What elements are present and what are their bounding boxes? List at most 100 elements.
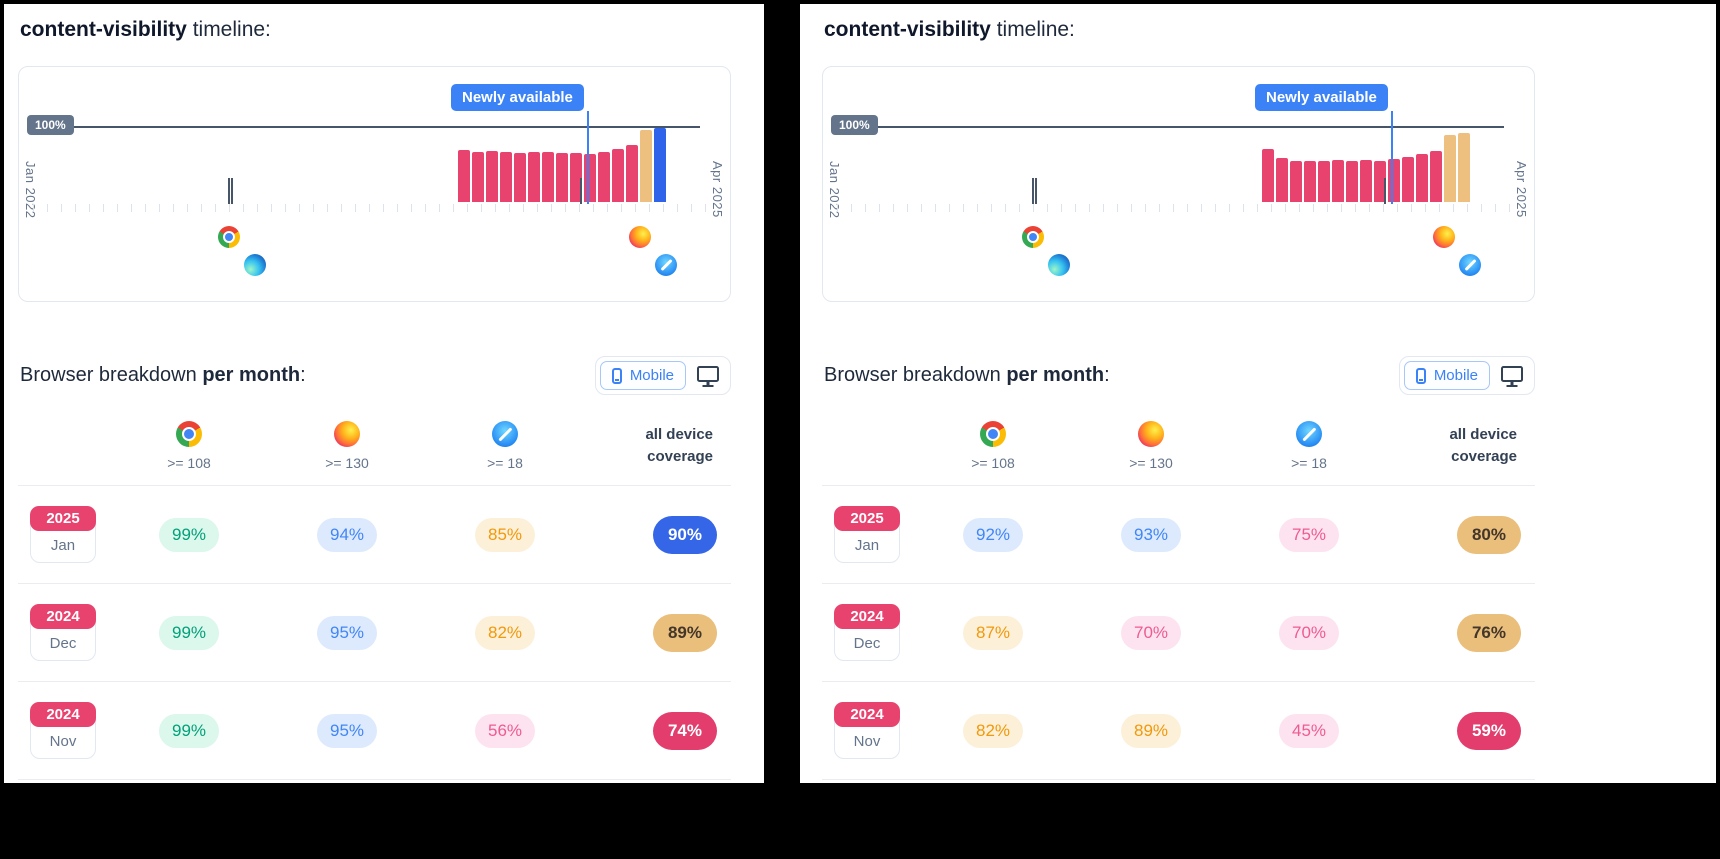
- breakdown-title-suffix: :: [300, 364, 306, 386]
- coverage-cell: 59%: [1388, 711, 1535, 750]
- support-pill: 95%: [316, 713, 378, 748]
- desktop-toggle-button[interactable]: [690, 364, 726, 388]
- breakdown-title-bold: per month: [1006, 364, 1105, 386]
- desktop-toggle-button[interactable]: [1494, 364, 1530, 388]
- support-pill: 70%: [1278, 615, 1340, 650]
- support-pill: 82%: [962, 713, 1024, 748]
- timeline-bar: [1416, 154, 1428, 202]
- newly-available-badge: Newly available: [451, 84, 584, 111]
- timeline-title-rest: timeline:: [186, 18, 271, 41]
- firefox-icon: [1432, 226, 1455, 248]
- timeline-bar: [556, 153, 568, 202]
- breakdown-title-prefix: Browser breakdown: [824, 364, 1007, 386]
- chrome-column-header: >= 108: [110, 421, 268, 471]
- timeline-bar: [1458, 133, 1470, 202]
- timeline-bar: [654, 128, 666, 202]
- timeline-chart: 100% Jan 2022 Apr 2025 Newly available: [18, 66, 731, 302]
- support-cell: 87%: [914, 615, 1072, 650]
- timeline-bar: [542, 152, 554, 202]
- month-label: Nov: [49, 733, 77, 750]
- breakdown-title: Browser breakdown per month:: [824, 364, 1110, 387]
- month-cell: 2024 Nov: [18, 702, 110, 759]
- timeline-bar: [1374, 161, 1386, 202]
- month-cell: 2025 Jan: [822, 506, 914, 563]
- timeline-bar: [612, 149, 624, 202]
- timeline-bar: [626, 145, 638, 202]
- panel-inner: content-visibility timeline: 100% Jan 20…: [18, 18, 731, 780]
- timeline-end-label: Apr 2025: [1514, 161, 1529, 218]
- timeline-end-label: Apr 2025: [710, 161, 725, 218]
- chrome-version-label: >= 108: [971, 455, 1015, 471]
- support-cell: 94%: [268, 517, 426, 552]
- support-cell: 95%: [268, 713, 426, 748]
- table-row: 2025 Jan 92% 93% 75% 80%: [822, 486, 1535, 584]
- mobile-toggle-label: Mobile: [629, 367, 674, 384]
- hundred-percent-badge: 100%: [27, 115, 74, 135]
- firefox-icon: [334, 421, 360, 447]
- table-row: 2024 Dec 99% 95% 82% 89%: [18, 584, 731, 682]
- coverage-cell: 74%: [584, 711, 731, 750]
- support-cell: 75%: [1230, 517, 1388, 552]
- table-row: 2024 Dec 87% 70% 70% 76%: [822, 584, 1535, 682]
- timeline-bar: [1444, 135, 1456, 202]
- support-cell: 99%: [110, 713, 268, 748]
- table-body: 2025 Jan 99% 94% 85% 90% 2024 Dec 99% 95% 82% 89% 20…: [18, 486, 731, 780]
- safari-column-header: >= 18: [426, 421, 584, 471]
- timeline-title: content-visibility timeline:: [20, 18, 729, 42]
- support-cell: 45%: [1230, 713, 1388, 748]
- coverage-cell: 80%: [1388, 515, 1535, 554]
- mobile-toggle-button[interactable]: Mobile: [1403, 361, 1490, 390]
- support-cell: 93%: [1072, 517, 1230, 552]
- table-row: 2024 Nov 99% 95% 56% 74%: [18, 682, 731, 780]
- firefox-icon: [1138, 421, 1164, 447]
- month-cell: 2024 Nov: [822, 702, 914, 759]
- timeline-bar: [1318, 161, 1330, 202]
- month-label: Dec: [49, 635, 77, 652]
- safari-icon: [1459, 254, 1482, 276]
- edge-icon: [244, 254, 267, 276]
- timeline-chart: 100% Jan 2022 Apr 2025 Newly available: [822, 66, 1535, 302]
- feature-name: content-visibility: [824, 18, 991, 41]
- panel-inner: content-visibility timeline: 100% Jan 20…: [822, 18, 1535, 780]
- coverage-cell: 76%: [1388, 613, 1535, 652]
- year-badge: 2024: [30, 604, 96, 629]
- timeline-bars: [458, 128, 666, 202]
- feature-name: content-visibility: [20, 18, 187, 41]
- support-pill: 94%: [316, 517, 378, 552]
- mobile-toggle-button[interactable]: Mobile: [599, 361, 686, 390]
- hundred-percent-line: [837, 126, 1504, 128]
- hundred-percent-line: [33, 126, 700, 128]
- year-badge: 2024: [30, 702, 96, 727]
- hundred-percent-badge: 100%: [831, 115, 878, 135]
- timeline-axis-ticks: [837, 204, 1520, 212]
- support-pill: 99%: [158, 615, 220, 650]
- coverage-pill: 74%: [652, 711, 717, 750]
- table-header: >= 108 >= 130 >= 18 all device coverage: [822, 411, 1535, 486]
- support-cell: 95%: [268, 615, 426, 650]
- support-cell: 82%: [426, 615, 584, 650]
- newly-available-marker-line: [587, 111, 589, 204]
- firefox-icon: [628, 226, 651, 248]
- table-row: 2024 Nov 82% 89% 45% 59%: [822, 682, 1535, 780]
- support-pill: 82%: [474, 615, 536, 650]
- timeline-bar: [472, 152, 484, 202]
- timeline-bar: [1402, 157, 1414, 202]
- timeline-bar: [514, 153, 526, 202]
- timeline-title: content-visibility timeline:: [824, 18, 1533, 42]
- coverage-header: all device coverage: [1449, 426, 1517, 465]
- timeline-axis-ticks: [33, 204, 716, 212]
- timeline-bar: [528, 152, 540, 202]
- timeline-bar: [1290, 161, 1302, 202]
- safari-version-label: >= 18: [1291, 455, 1327, 471]
- newly-available-marker-line: [1391, 111, 1393, 204]
- newly-available-badge: Newly available: [1255, 84, 1388, 111]
- firefox-release-marker: [580, 178, 582, 204]
- mobile-phone-icon: [611, 367, 622, 384]
- table-row: 2025 Jan 99% 94% 85% 90%: [18, 486, 731, 584]
- coverage-pill: 59%: [1456, 711, 1521, 750]
- desktop-monitor-icon: [1501, 365, 1523, 382]
- breakdown-title-prefix: Browser breakdown: [20, 364, 203, 386]
- coverage-pill: 90%: [652, 515, 717, 554]
- year-month-box: 2025 Jan: [30, 506, 96, 563]
- support-pill: 87%: [962, 615, 1024, 650]
